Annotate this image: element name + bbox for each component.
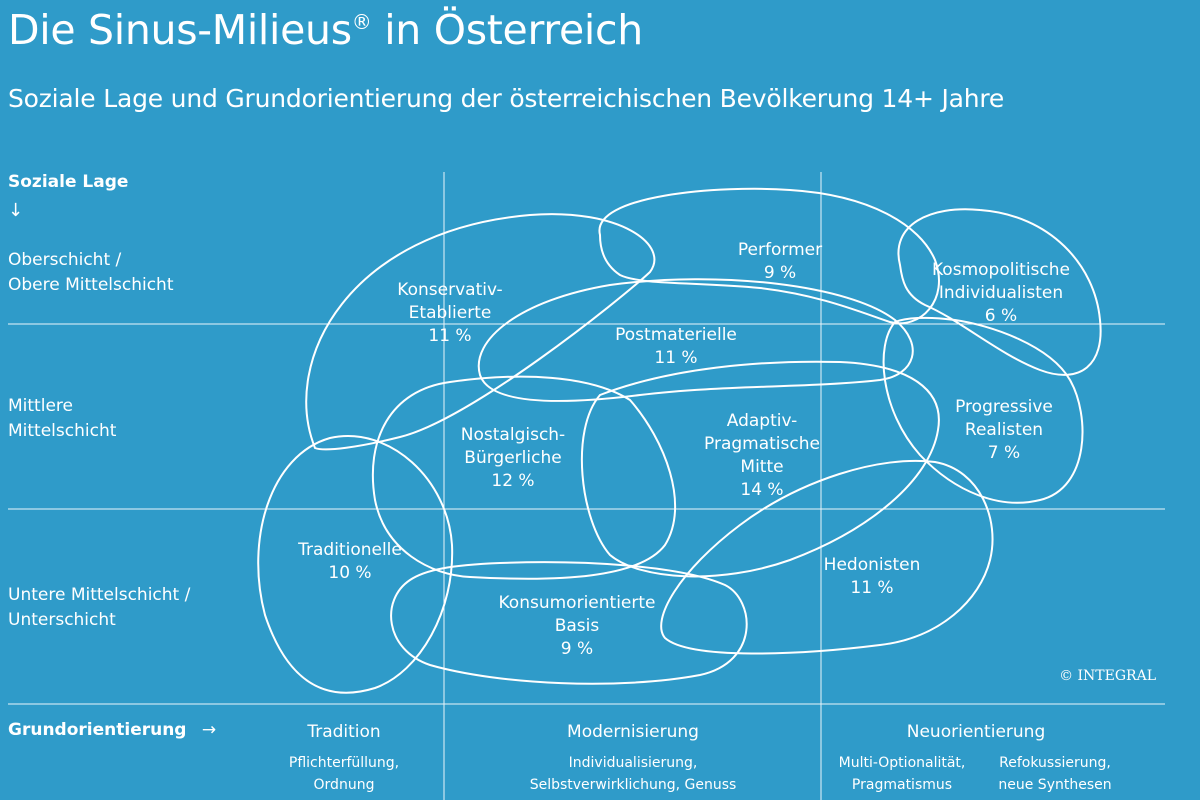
y-level-middle: Mittlere Mittelschicht bbox=[8, 396, 117, 441]
outline-adaptiv-pragmatische-mitte bbox=[580, 360, 940, 578]
x-column-modernisierung: Modernisierung Individualisierung, Selbs… bbox=[529, 722, 737, 793]
y-axis-heading: Soziale Lage bbox=[8, 172, 129, 192]
milieu-kosmopolitische-individualisten: Kosmopolitische Individualisten 6 % bbox=[932, 260, 1070, 326]
x-column-tradition: Tradition Pflichterfüllung, Ordnung bbox=[288, 722, 400, 793]
outline-konsumorientierte-basis bbox=[390, 561, 748, 685]
milieu-progressive-realisten: Progressive Realisten 7 % bbox=[955, 397, 1053, 463]
arrow-down-icon: ↓ bbox=[8, 200, 24, 221]
y-level-lower: Untere Mittelschicht / Unterschicht bbox=[8, 585, 191, 630]
outline-progressive-realisten bbox=[882, 316, 1084, 504]
x-subcolumn-refokussierung: Refokussierung, neue Synthesen bbox=[998, 755, 1112, 793]
milieu-konservativ-etablierte: Konservativ- Etablierte 11 % bbox=[397, 280, 503, 346]
x-axis-heading: Grundorientierung → bbox=[8, 720, 217, 740]
milieu-performer: Performer 9 % bbox=[737, 240, 823, 283]
y-level-upper: Oberschicht / Obere Mittelschicht bbox=[8, 250, 174, 295]
milieu-traditionelle: Traditionelle 10 % bbox=[298, 540, 402, 583]
outline-konservativ-etablierte bbox=[305, 213, 656, 451]
page-title: Die Sinus-Milieus® in Österreich bbox=[8, 6, 643, 54]
outline-hedonisten bbox=[660, 459, 994, 655]
milieu-nostalgisch-buergerliche: Nostalgisch- Bürgerliche 12 % bbox=[460, 425, 566, 491]
copyright-notice: © INTEGRAL bbox=[1059, 668, 1156, 684]
page-subtitle: Soziale Lage und Grundorientierung der ö… bbox=[8, 84, 1005, 113]
milieu-postmaterielle: Postmaterielle 11 % bbox=[615, 325, 737, 368]
x-column-neuorientierung: Neuorientierung bbox=[906, 722, 1046, 742]
milieu-adaptiv-pragmatische-mitte: Adaptiv- Pragmatische Mitte 14 % bbox=[704, 411, 820, 500]
x-subcolumn-multi-optionalitaet: Multi-Optionalität, Pragmatismus bbox=[838, 755, 966, 793]
arrow-right-icon: → bbox=[201, 720, 217, 740]
outline-postmaterielle bbox=[477, 278, 914, 402]
outline-kosmopolitische-individualisten bbox=[897, 208, 1102, 376]
milieu-konsumorientierte-basis: Konsumorientierte Basis 9 % bbox=[498, 593, 656, 659]
outline-traditionelle bbox=[257, 435, 454, 694]
registered-mark: ® bbox=[351, 10, 372, 34]
milieu-hedonisten: Hedonisten 11 % bbox=[823, 555, 921, 598]
